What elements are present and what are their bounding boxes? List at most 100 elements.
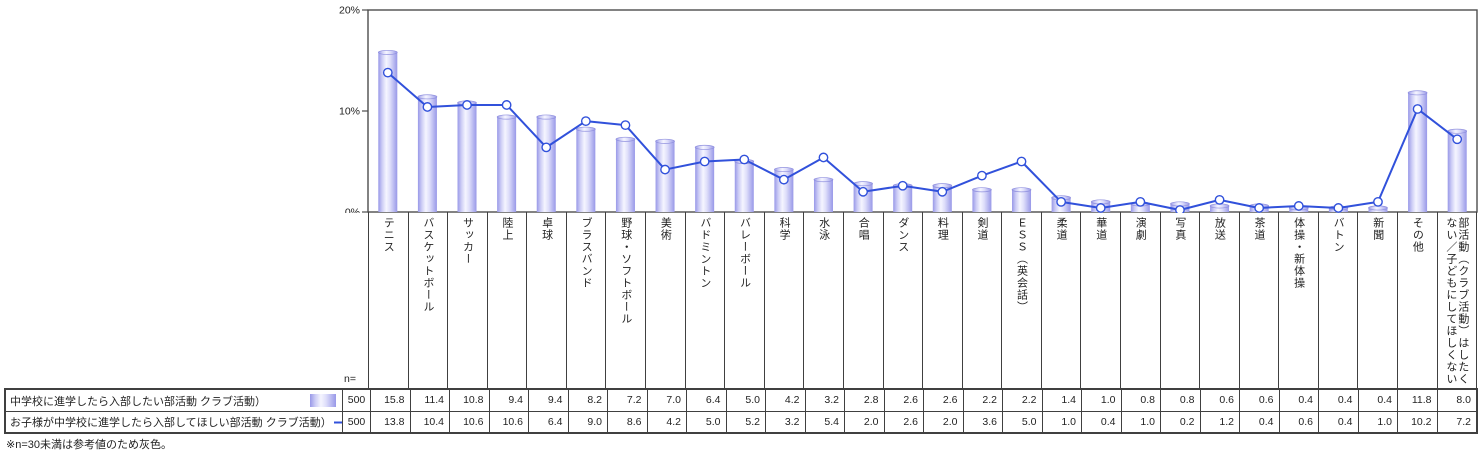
value-cell: 2.2 [1002,390,1042,411]
value-cell: 2.6 [923,390,963,411]
line-marker [1214,194,1225,205]
bar-cap [1011,187,1032,193]
category-cell: 華道 [1080,212,1120,388]
value-cell: 13.8 [370,412,410,432]
category-label: ブラスバンド [580,217,593,289]
bar [1130,203,1150,212]
line-marker [462,100,472,110]
category-cell: 体操・新体操 [1278,212,1318,388]
legend-cell: お子様が中学校に進学したら入部してほしい部活動 クラブ活動） [6,412,342,432]
category-label: バスケットボール [421,217,434,313]
line-marker [422,102,433,112]
category-cell: 写真 [1159,212,1200,388]
legend-row: お子様が中学校に進学したら入部してほしい部活動 クラブ活動） 500 13.8 10.… [6,411,1476,432]
bar [1210,205,1230,212]
bar-cap [774,167,794,173]
bar [536,117,556,212]
category-cell: ダンス [882,212,923,388]
value-cell: 0.4 [1357,390,1398,411]
value-cell: 3.6 [962,412,1003,432]
value-cell: 2.2 [962,390,1003,411]
line-marker [541,142,552,153]
category-cell: バスケットボール [407,212,448,388]
bar [497,117,517,212]
bar-cap [972,187,992,193]
value-cell: 1.0 [1120,412,1161,432]
value-cell: 8.2 [567,390,608,411]
category-label: 科学 [778,217,791,241]
category-label: ダンス [896,217,909,253]
category-cell: その他 [1397,212,1437,388]
value-cell: 15.8 [370,390,410,411]
value-cell: 0.4 [1318,412,1358,432]
category-axis: テニス バスケットボール サッカー 陸上 卓球 ブラスバンド 野球・ソフトボール 美術 バドミン… [368,212,1477,388]
value-cell: 0.4 [1081,412,1121,432]
legend-row: 中学校に進学したら入部したい部活動 クラブ活動） 500 15.8 11.4 10.8 9… [6,390,1476,411]
category-label: 柔道 [1055,217,1068,241]
category-cell: 放送 [1199,212,1239,388]
bar [695,147,715,212]
value-cell: 3.2 [765,412,805,432]
bar-cap [575,126,596,132]
line-marker [818,152,829,163]
value-cell: 0.6 [1199,390,1240,411]
bar-cap [536,114,557,120]
category-cell: 水泳 [803,212,843,388]
line-marker [1254,203,1265,213]
bar-cap [813,177,834,183]
value-cell: 2.6 [883,390,924,411]
category-cell: ＥＳＳ（英会話） [1001,212,1041,388]
value-cell: 8.0 [1436,390,1477,411]
value-cell: 1.0 [1081,390,1121,411]
value-cell: 2.6 [883,412,924,432]
category-cell: バトン [1317,212,1358,388]
line-marker [382,67,393,78]
value-cell: 2.0 [844,412,884,432]
value-cell: 2.8 [844,390,884,411]
value-cell: 1.2 [1199,412,1240,432]
legend-table: 中学校に進学したら入部したい部活動 クラブ活動） 500 15.8 11.4 10.8 9… [4,388,1478,434]
line-marker [660,164,670,175]
line-marker [1095,203,1106,213]
category-label: 剣道 [975,217,988,241]
value-cell: 9.4 [488,390,529,411]
n-header: n= [344,373,356,385]
bar [615,139,635,212]
category-cell: 野球・ソフトボール [605,212,645,388]
line-marker [937,186,948,197]
value-cell: 10.6 [449,412,489,432]
value-cell: 1.4 [1041,390,1082,411]
bar-cap [615,136,636,142]
line-marker [699,156,710,167]
category-cell: テニス [368,212,408,388]
value-cell: 0.4 [1318,390,1358,411]
line-marker [1056,196,1067,207]
category-label: 放送 [1213,217,1226,241]
value-cell: 0.4 [1278,390,1319,411]
value-cell: 10.2 [1397,412,1437,432]
category-cell: 料理 [922,212,962,388]
line-marker [620,120,631,131]
category-cell: 科学 [763,212,804,388]
bar [1012,189,1032,212]
value-cell: 0.8 [1120,390,1161,411]
value-cell: 7.0 [646,390,687,411]
value-cell: 11.4 [409,390,450,411]
value-cell: 5.4 [804,412,845,432]
line-marker [580,116,591,127]
line-marker [858,186,868,197]
category-label: 新聞 [1371,217,1384,241]
category-label: 美術 [659,217,672,241]
footnote: ※n=30未満は参考値のため灰色。 [6,439,172,451]
line-marker [1135,196,1146,207]
value-cell: 5.2 [725,412,766,432]
line-marker [1016,156,1027,167]
category-cell: 柔道 [1040,212,1081,388]
category-cell: バドミントン [684,212,725,388]
line-marker [1293,201,1304,211]
value-cell: 0.6 [1239,390,1279,411]
value-cell: 9.4 [528,390,568,411]
bar [417,96,437,212]
category-label: 合唱 [857,217,870,241]
